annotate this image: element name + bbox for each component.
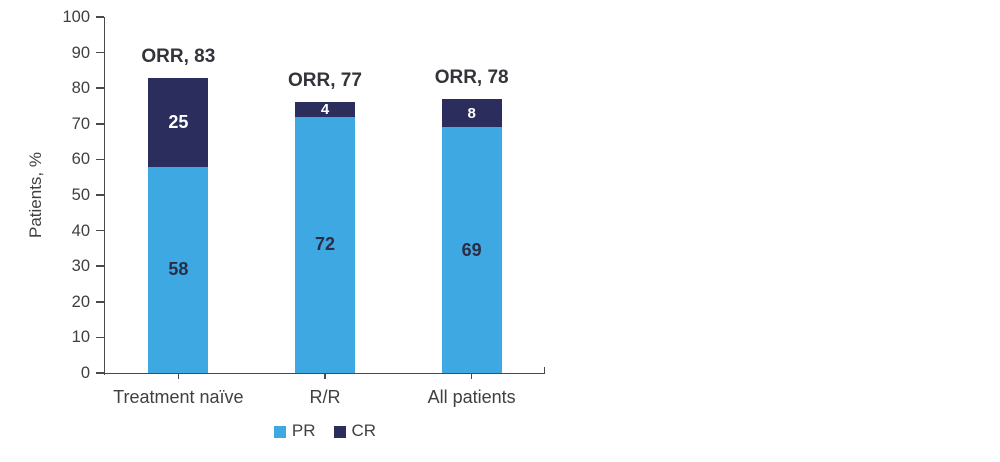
orr-label: ORR, 83: [141, 45, 216, 67]
y-tick-label: 100: [62, 8, 90, 26]
y-tick: [96, 51, 104, 54]
y-tick: [96, 301, 104, 303]
bar-segment-cr: 8: [441, 98, 502, 128]
y-tick: [96, 229, 104, 232]
y-tick-label: 60: [71, 150, 90, 169]
bar-segment-cr: 4: [295, 101, 355, 118]
y-axis-line: [103, 17, 105, 375]
y-tick: [96, 158, 104, 161]
y-tick-label: 30: [71, 257, 90, 276]
y-tick: [96, 16, 104, 18]
x-category-label: R/R: [309, 387, 341, 407]
legend-cr-label: CR: [351, 421, 377, 440]
orr-label: ORR, 78: [434, 66, 509, 88]
legend-cr-swatch-icon: [333, 425, 346, 438]
legend-pr-swatch-icon: [273, 425, 286, 438]
bar-segment-pr: 69: [441, 127, 502, 373]
x-axis-end-tick: [543, 367, 545, 373]
y-tick-label: 70: [71, 114, 90, 133]
x-category-label: All patients: [427, 387, 516, 407]
bar-segment-cr: 25: [148, 77, 209, 167]
legend-pr-label: PR: [291, 421, 316, 440]
y-tick: [96, 372, 104, 374]
bar-segment-pr: 72: [295, 116, 355, 373]
y-tick: [96, 87, 104, 89]
legend-item-pr: PR: [273, 421, 316, 441]
y-tick: [96, 194, 104, 196]
y-tick-label: 40: [71, 221, 90, 240]
legend-item-cr: CR: [333, 421, 377, 441]
y-tick: [96, 336, 104, 339]
y-tick-label: 10: [71, 328, 90, 347]
y-tick: [96, 265, 104, 267]
y-tick-label: 20: [71, 292, 90, 311]
x-category-label: Treatment naïve: [113, 387, 244, 407]
orr-label: ORR, 77: [288, 70, 362, 92]
x-tick: [177, 374, 180, 379]
legend: PR CR: [105, 419, 545, 443]
x-tick: [324, 374, 326, 379]
bar-segment-pr: 58: [148, 166, 209, 373]
y-tick-label: 0: [80, 364, 90, 382]
y-tick-label: 50: [71, 186, 90, 204]
y-tick: [96, 123, 104, 125]
x-axis-line: [103, 372, 545, 374]
y-tick-label: 80: [71, 79, 90, 98]
y-tick-label: 90: [71, 43, 90, 62]
x-tick: [470, 374, 473, 379]
